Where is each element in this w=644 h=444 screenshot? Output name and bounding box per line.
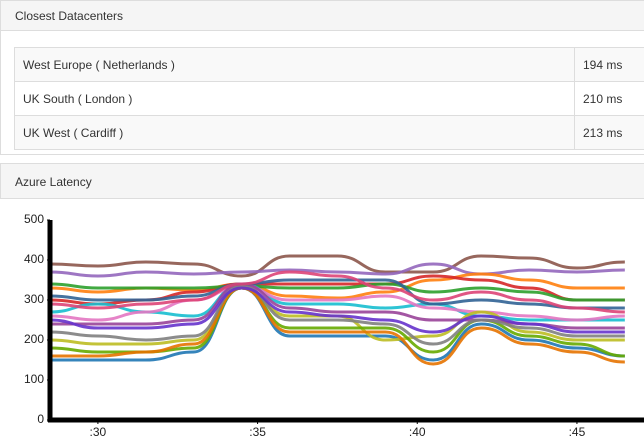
panel-body [0, 31, 644, 155]
y-tick-label: 500 [24, 212, 44, 226]
panel-title: Closest Datacenters [0, 0, 644, 31]
latency-line [49, 284, 625, 346]
x-tick-label: :30 [90, 425, 107, 439]
y-tick-label: 300 [24, 292, 44, 306]
latency-line [50, 286, 625, 362]
latency-line [49, 272, 625, 300]
y-tick-label: 100 [24, 372, 44, 386]
latency-line [49, 284, 625, 322]
latency-cell: 213 ms [574, 115, 644, 150]
latency-line [49, 270, 625, 314]
latency-cell: 210 ms [574, 81, 644, 116]
table-row: UK South ( London ) 210 ms [14, 81, 644, 116]
region-cell: UK West ( Cardiff ) [14, 115, 575, 150]
x-tick-label: :45 [569, 425, 586, 439]
latency-line [49, 254, 625, 278]
latency-cell: 194 ms [574, 47, 644, 82]
panel-title: Azure Latency [0, 163, 644, 199]
x-tick-label: :35 [249, 425, 266, 439]
x-tick-label: :40 [409, 425, 426, 439]
latency-line [49, 286, 625, 334]
y-tick-label: 200 [24, 332, 44, 346]
latency-line [49, 282, 625, 302]
region-cell: West Europe ( Netherlands ) [14, 47, 575, 82]
latency-line [49, 278, 625, 310]
table-row: UK West ( Cardiff ) 213 ms [14, 115, 644, 150]
region-cell: UK South ( London ) [14, 81, 575, 116]
chart: 0 100 200 300 400 500 :30 :35 :40 :45 [24, 212, 644, 439]
y-tick-label: 0 [37, 412, 44, 426]
datacenter-table: West Europe ( Netherlands ) 194 ms UK Sout… [14, 47, 644, 150]
latency-line [50, 286, 625, 366]
y-tick-label: 400 [24, 252, 44, 266]
table-row: West Europe ( Netherlands ) 194 ms [14, 47, 644, 82]
latency-line [49, 262, 625, 278]
